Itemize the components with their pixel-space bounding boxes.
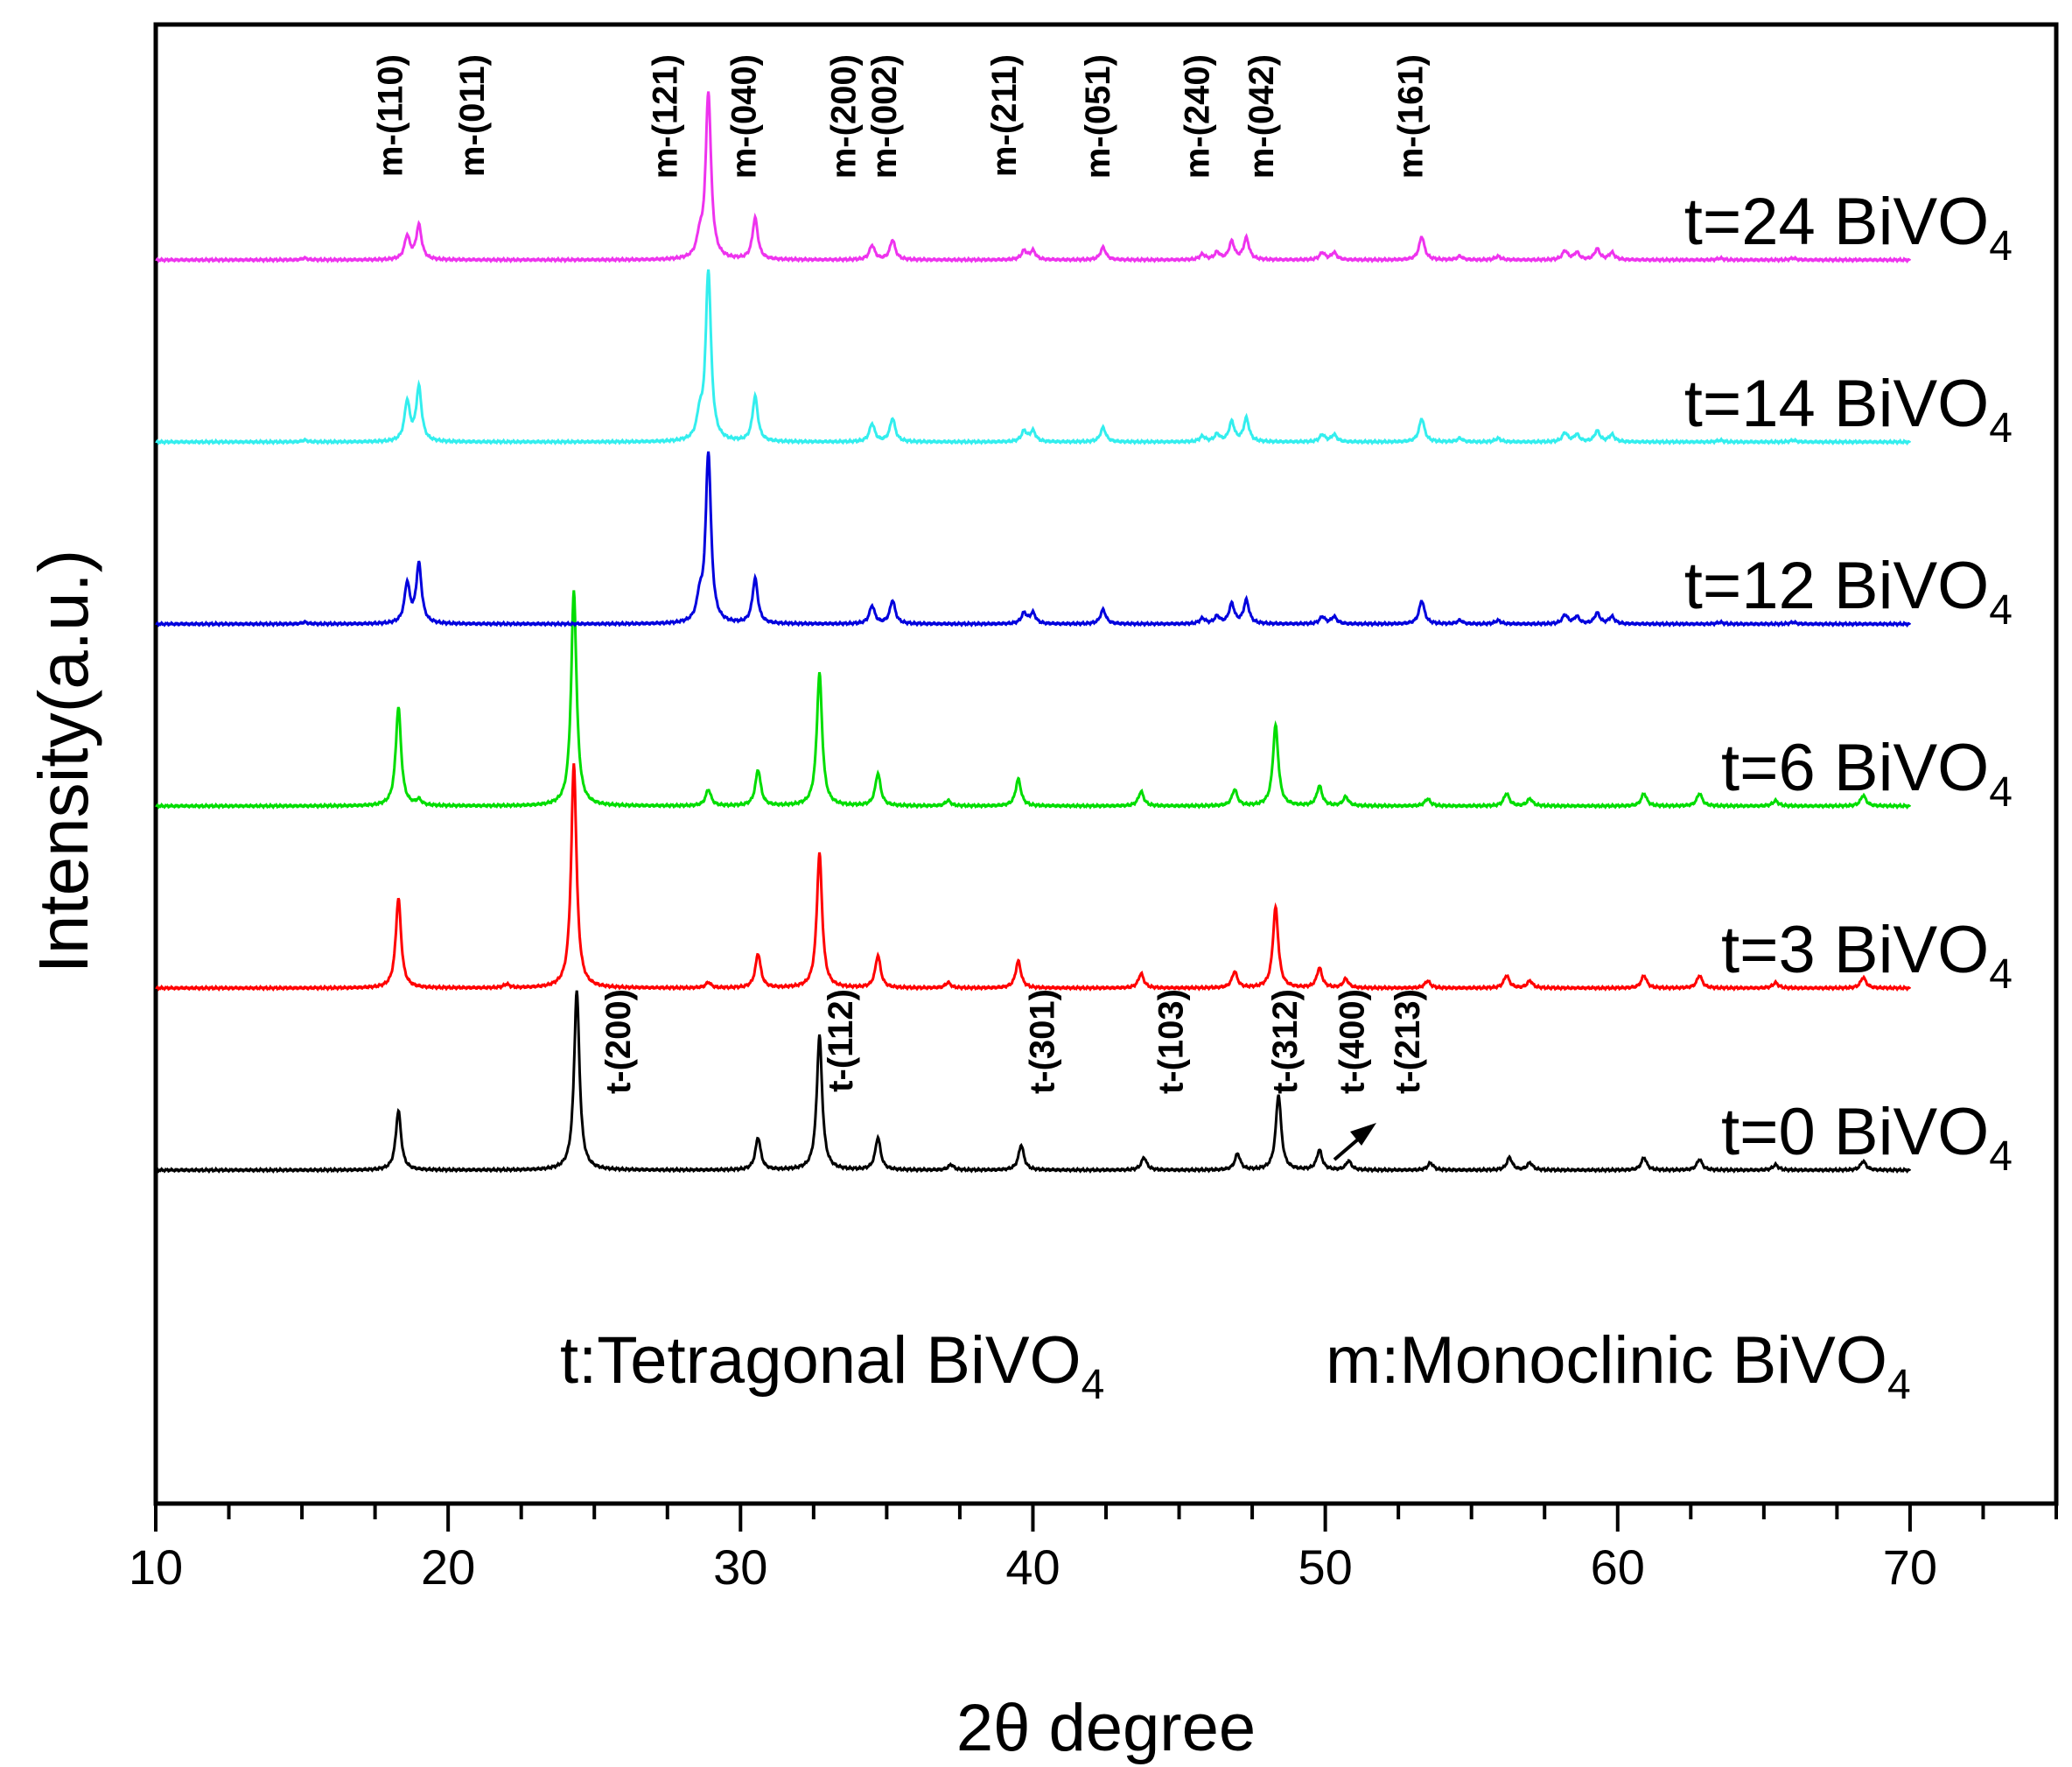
legend-monoclinic: m:Monoclinic BiVO4: [1326, 1323, 1911, 1408]
series-labels: t=0 BiVO4 t=3 BiVO4 t=6 BiVO4 t=12 BiVO4 t=1…: [1684, 185, 2012, 1180]
annotation-tetragonal: t-(112): [822, 989, 860, 1092]
series-label-t=6: t=6 BiVO4: [1721, 731, 2012, 816]
series-line-t=12: [155, 451, 1912, 628]
x-tick-label: 50: [1298, 1539, 1352, 1595]
annotation-tetragonal: t-(103): [1152, 989, 1191, 1094]
series-label-t=12: t=12 BiVO4: [1684, 549, 2012, 634]
monoclinic-annotations: m-(110) m-(011) m-(121) m-(040) m-(200) m-(00…: [371, 54, 1430, 179]
series-group: [155, 91, 1912, 1174]
t400-arrow: [1333, 1123, 1376, 1161]
series-label-t=24: t=24 BiVO4: [1684, 185, 2012, 270]
series-line-t=24: [155, 91, 1912, 264]
annotation-tetragonal: t-(312): [1266, 989, 1305, 1094]
y-axis-title: Intensity(a.u.): [24, 550, 102, 974]
x-axis-ticks: 10 20 30 40 50 60 70: [129, 1504, 2058, 1595]
x-axis-title: 2θ degree: [956, 1691, 1256, 1765]
series-line-t=14: [155, 269, 1912, 446]
annotation-monoclinic: m-(002): [865, 54, 904, 179]
series-line-t=6: [155, 590, 1912, 810]
series-label-t=3: t=3 BiVO4: [1721, 913, 2012, 998]
annotation-monoclinic: m-(110): [371, 54, 410, 177]
x-tick-label: 10: [129, 1539, 183, 1595]
annotation-tetragonal: t-(200): [599, 989, 638, 1094]
x-tick-label: 40: [1005, 1539, 1060, 1595]
series-line-t=0: [155, 990, 1912, 1174]
annotation-tetragonal: t-(301): [1024, 989, 1062, 1094]
annotation-monoclinic: m-(240): [1179, 54, 1217, 179]
annotation-monoclinic: m-(011): [453, 54, 492, 177]
legend-tetragonal: t:Tetragonal BiVO4: [560, 1323, 1104, 1408]
series-label-t=0: t=0 BiVO4: [1721, 1095, 2012, 1180]
series-label-t=14: t=14 BiVO4: [1684, 367, 2012, 452]
annotation-tetragonal: t-(213): [1389, 989, 1427, 1094]
annotation-monoclinic: m-(040): [725, 54, 764, 179]
tetragonal-annotations: t-(200) t-(112) t-(301) t-(103) t-(312) t-(40…: [599, 989, 1427, 1094]
x-tick-label: 30: [713, 1539, 767, 1595]
series-line-t=3: [155, 763, 1912, 992]
annotation-monoclinic: m-(051): [1079, 54, 1117, 179]
x-tick-label: 70: [1883, 1539, 1937, 1595]
annotation-tetragonal: t-(400): [1334, 989, 1372, 1094]
x-tick-label: 20: [421, 1539, 475, 1595]
annotation-monoclinic: m-(211): [985, 54, 1024, 177]
annotation-monoclinic: m-(042): [1242, 54, 1281, 179]
x-tick-label: 60: [1591, 1539, 1645, 1595]
annotation-monoclinic: m-(200): [824, 54, 863, 179]
annotation-monoclinic: m-(121): [646, 54, 684, 179]
annotation-monoclinic: m-(161): [1392, 54, 1431, 179]
